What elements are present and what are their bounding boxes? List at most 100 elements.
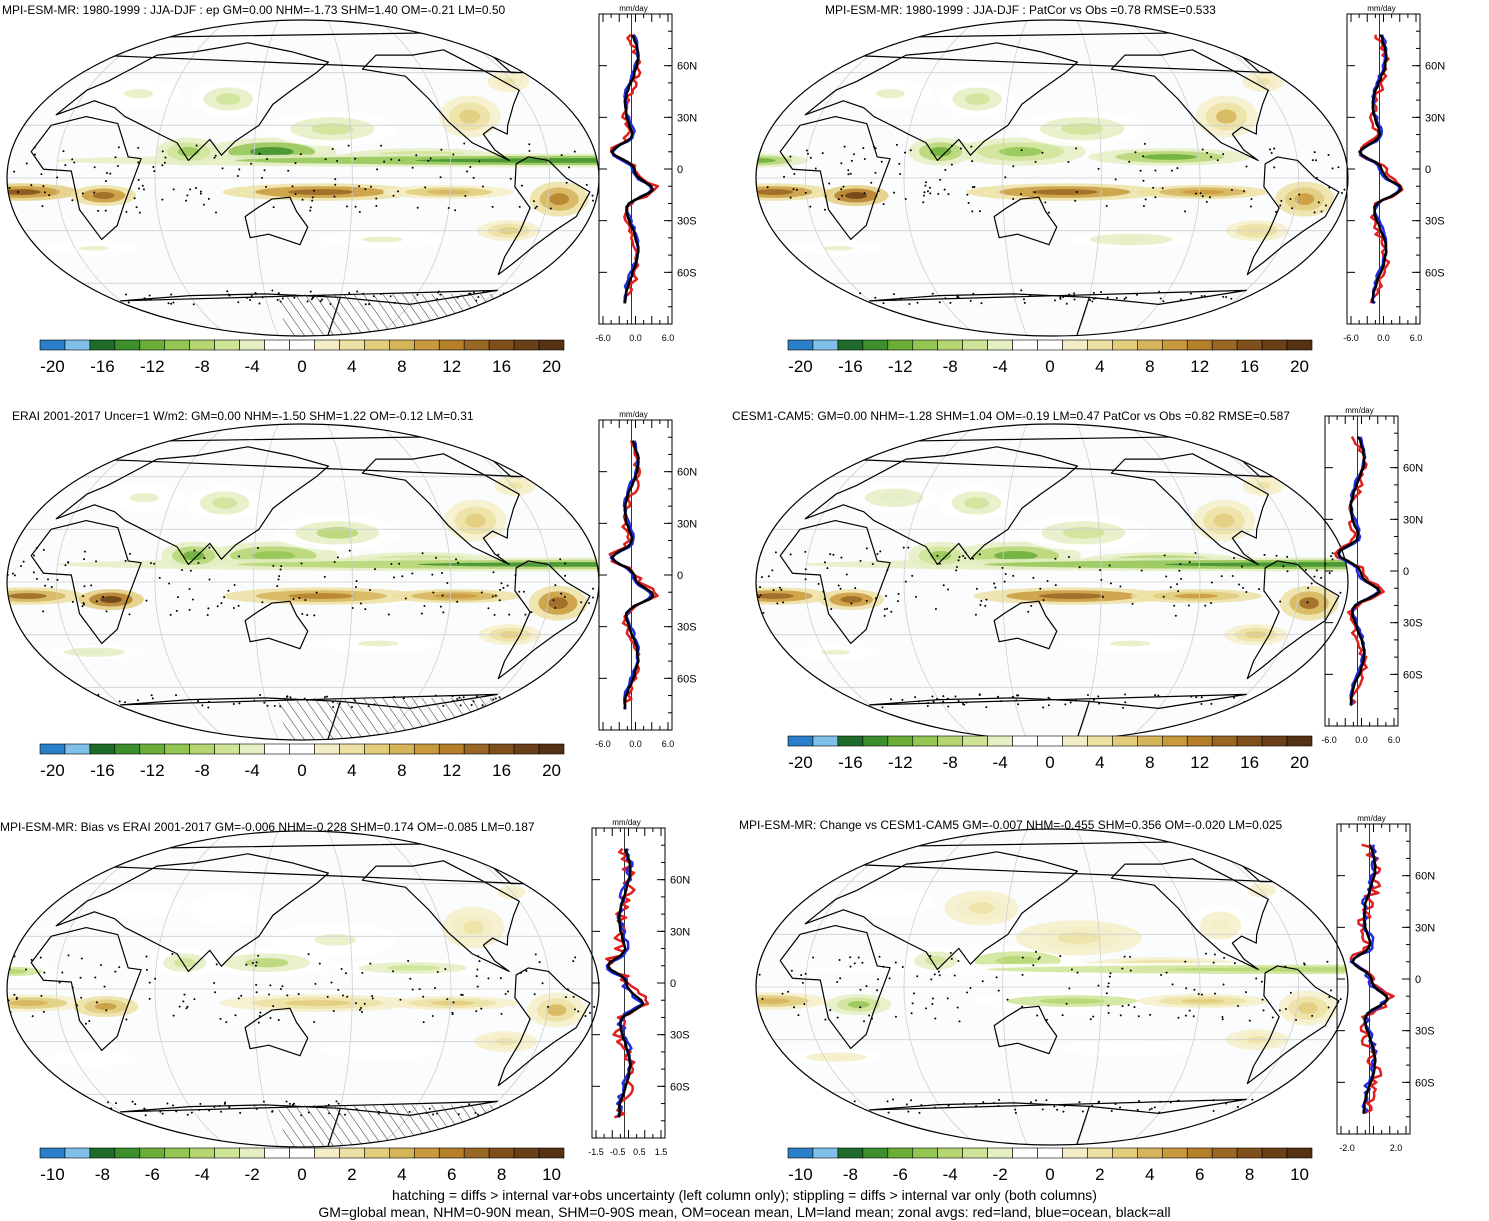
colorbar-swatch: [1112, 339, 1138, 351]
world-map: [755, 19, 1349, 337]
colorbar-swatch: [1087, 339, 1113, 351]
colorbar-label: -2: [993, 1165, 1008, 1184]
precip-anomaly-region: [360, 1047, 402, 1054]
colorbar-label: -8: [195, 761, 210, 780]
precip-anomaly-region: [1298, 1002, 1318, 1014]
coastline: [993, 1005, 1058, 1055]
colorbar-swatch: [64, 743, 91, 755]
world-map: [6, 423, 600, 741]
map-outline: [6, 830, 600, 1148]
precip-anomaly-region: [216, 93, 241, 105]
precip-anomaly-region: [847, 1001, 870, 1009]
colorbar-swatch: [364, 339, 390, 351]
zonal-curve-ocean: [609, 440, 653, 710]
precip-anomaly-region: [177, 147, 200, 157]
colorbar: -20 -16 -12 -8 -4 0 4 8 12 16 20: [787, 339, 1313, 376]
precip-anomaly-region: [1110, 236, 1152, 243]
coastline: [1246, 560, 1340, 680]
precip-anomaly-region: [8, 593, 47, 599]
colorbar-swatch: [1012, 735, 1038, 747]
precip-anomaly-region: [214, 904, 240, 916]
panel-title: MPI-ESM-MR: 1980-1999 : JJA-DJF : ep GM=…: [2, 3, 506, 17]
latitude-tick-label: 30N: [1425, 112, 1445, 124]
precip-anomaly-region: [508, 481, 523, 489]
coastline: [55, 853, 330, 973]
zonal-curve-all: [1351, 844, 1389, 1114]
colorbar-label: -8: [195, 357, 210, 376]
coastline: [869, 693, 1247, 740]
colorbar-swatch: [1211, 339, 1238, 351]
colorbar-label: 16: [492, 357, 511, 376]
x-tick-label: -6.0: [1321, 735, 1337, 745]
precip-anomaly-region: [1181, 189, 1225, 195]
colorbar-swatch: [1286, 339, 1313, 351]
latitude-tick-label: 60S: [1425, 267, 1445, 279]
coastline: [869, 289, 1247, 336]
x-tick-label: 0.0: [629, 739, 642, 749]
precip-anomaly-region: [756, 593, 794, 599]
colorbar-label: -4: [993, 753, 1008, 772]
colorbar-label: 16: [1240, 753, 1259, 772]
x-tick-label: 0.5: [633, 1147, 646, 1157]
precip-anomaly-region: [929, 147, 952, 157]
colorbar-swatch: [438, 339, 465, 351]
precip-anomaly-region: [78, 245, 109, 251]
colorbar-swatch: [812, 1147, 839, 1159]
colorbar-label: 10: [1290, 1165, 1309, 1184]
colorbar-swatch: [239, 339, 265, 351]
colorbar-swatch: [114, 743, 141, 755]
latitude-tick-label: 60S: [1403, 669, 1423, 681]
precip-anomaly-region: [504, 888, 519, 896]
colorbar-swatch: [538, 1147, 565, 1159]
colorbar-label: -8: [843, 1165, 858, 1184]
colorbar-swatch: [289, 1147, 315, 1159]
colorbar-swatch: [513, 743, 540, 755]
colorbar-swatch: [339, 339, 365, 351]
colorbar-swatch: [189, 1147, 215, 1159]
colorbar-swatch: [1062, 735, 1088, 747]
precip-anomaly-region: [1216, 109, 1237, 124]
x-tick-label: 6.0: [1410, 333, 1423, 343]
colorbar: -10 -8 -6 -4 -2 0 2 4 6 8 10: [787, 1147, 1313, 1184]
coastline: [1246, 156, 1340, 276]
colorbar-swatch: [189, 743, 215, 755]
colorbar-label: 10: [542, 1165, 561, 1184]
colorbar-swatch: [962, 339, 988, 351]
colorbar-swatch: [887, 339, 914, 351]
colorbar-swatch: [1062, 1147, 1088, 1159]
x-tick-label: 6.0: [662, 739, 675, 749]
precip-anomaly-region: [173, 958, 196, 968]
colorbar-swatch: [787, 339, 814, 351]
colorbar-label: 4: [347, 357, 356, 376]
colorbar-swatch: [114, 339, 141, 351]
precip-anomaly-region: [929, 551, 952, 561]
coastline: [1110, 453, 1269, 566]
colorbar-swatch: [214, 1147, 240, 1159]
colorbar-swatch: [887, 735, 914, 747]
colorbar-label: -10: [40, 1165, 65, 1184]
colorbar-label: 6: [447, 1165, 456, 1184]
colorbar-swatch: [987, 339, 1013, 351]
precip-anomaly-region: [1213, 513, 1235, 528]
colorbar-swatch: [364, 1147, 390, 1159]
coastline: [30, 926, 142, 1052]
latitude-tick-label: 60N: [670, 875, 690, 887]
colorbar-swatch: [239, 1147, 265, 1159]
colorbar-swatch: [413, 1147, 440, 1159]
coastline: [30, 115, 142, 241]
colorbar: -10 -8 -6 -4 -2 0 2 4 6 8 10: [39, 1147, 565, 1184]
colorbar-swatch: [837, 1147, 864, 1159]
colorbar-swatch: [912, 1147, 939, 1159]
coastline: [804, 42, 1079, 162]
precip-anomaly-region: [822, 245, 854, 251]
colorbar-label: -8: [95, 1165, 110, 1184]
precip-anomaly-region: [79, 649, 110, 655]
panel-title: CESM1-CAM5: GM=0.00 NHM=-1.28 SHM=1.04 O…: [732, 409, 1290, 423]
coastline: [55, 42, 330, 162]
colorbar-swatch: [1012, 339, 1038, 351]
colorbar-label: -6: [893, 1165, 908, 1184]
colorbar-label: -20: [788, 357, 813, 376]
colorbar-label: -20: [40, 357, 65, 376]
precip-anomaly-region: [969, 902, 994, 914]
colorbar-swatch: [812, 735, 839, 747]
